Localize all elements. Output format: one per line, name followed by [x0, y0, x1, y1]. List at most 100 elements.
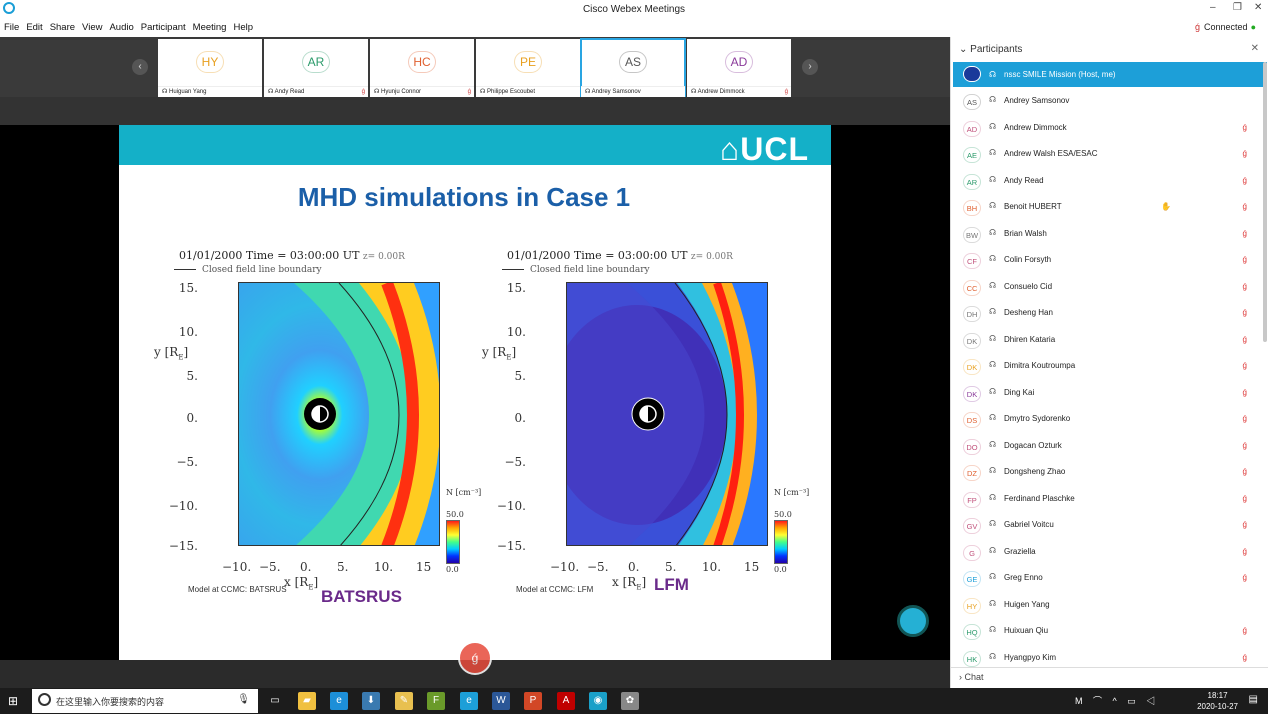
- video-tile[interactable]: AR ☊ Andy Read ǵ: [264, 39, 368, 97]
- participant-row[interactable]: HK ☊ Hyangpyo Kim ǵ: [951, 645, 1267, 671]
- video-tile[interactable]: AD ☊ Andrew Dimmock ǵ: [687, 39, 791, 97]
- video-tile[interactable]: PE ☊ Philippe Escoubet: [476, 39, 580, 97]
- strip-prev-button[interactable]: ‹: [132, 59, 148, 75]
- participant-row[interactable]: AD ☊ Andrew Dimmock ǵ: [951, 115, 1267, 141]
- participant-row[interactable]: HQ ☊ Huixuan Qiu ǵ: [951, 618, 1267, 644]
- menu-view[interactable]: View: [82, 22, 103, 33]
- menu-audio[interactable]: Audio: [109, 22, 134, 33]
- mic-muted-icon[interactable]: ǵ: [1242, 626, 1247, 635]
- audio-icon: ☊: [989, 70, 997, 79]
- host-row[interactable]: ☊ nssc SMILE Mission (Host, me): [953, 62, 1267, 87]
- video-tile[interactable]: AS ☊ Andrey Samsonov: [580, 38, 686, 98]
- microphone-icon[interactable]: 🎙: [237, 694, 250, 705]
- menu-file[interactable]: File: [4, 22, 20, 33]
- participant-row[interactable]: HY ☊ Huigen Yang: [951, 592, 1267, 618]
- mic-muted-icon[interactable]: ǵ: [1242, 202, 1247, 211]
- mic-muted-icon[interactable]: ǵ: [1242, 334, 1247, 344]
- menu-share[interactable]: Share: [49, 22, 76, 33]
- system-tray-icons[interactable]: M ⌒ ^ ▭ ◁: [1075, 696, 1160, 706]
- participant-row[interactable]: DH ☊ Desheng Han ǵ: [951, 300, 1267, 326]
- mic-muted-icon[interactable]: ǵ: [1242, 440, 1247, 450]
- audio-icon: ☊: [989, 148, 997, 157]
- menu-edit[interactable]: Edit: [26, 22, 43, 33]
- mic-muted-icon[interactable]: ǵ: [1242, 520, 1247, 529]
- panel-header[interactable]: ⌄ Participants ✕: [951, 37, 1268, 61]
- ie-icon[interactable]: e: [460, 692, 478, 710]
- participant-row[interactable]: G ☊ Graziella ǵ: [951, 539, 1267, 565]
- taskbar-search[interactable]: 在这里输入你要搜索的内容 🎙: [32, 689, 258, 713]
- unmute-floating-button[interactable]: ǵ: [458, 641, 492, 675]
- mic-muted-icon[interactable]: ǵ: [1242, 255, 1247, 264]
- participant-row[interactable]: DZ ☊ Dongsheng Zhao ǵ: [951, 459, 1267, 485]
- panel-close-icon[interactable]: ✕: [1250, 43, 1259, 54]
- edge-icon[interactable]: e: [330, 692, 348, 710]
- task-view-icon[interactable]: ▭: [266, 692, 284, 710]
- network-app-icon[interactable]: ✿: [621, 692, 639, 710]
- mic-muted-icon[interactable]: ǵ: [1242, 493, 1247, 503]
- webex-assistant-icon[interactable]: [897, 605, 929, 637]
- participant-row[interactable]: GV ☊ Gabriel Voitcu ǵ: [951, 512, 1267, 538]
- ftp-app-icon[interactable]: F: [427, 692, 445, 710]
- webex-icon[interactable]: ◉: [589, 692, 607, 710]
- mic-muted-icon[interactable]: ǵ: [1242, 387, 1247, 397]
- windows-start-icon[interactable]: ⊞: [8, 694, 19, 708]
- notification-icon[interactable]: ▤: [1248, 694, 1258, 705]
- xtick: 10.: [374, 560, 394, 574]
- mic-muted-icon[interactable]: ǵ: [1242, 175, 1247, 185]
- connection-status[interactable]: ǵ Connected ●: [1195, 22, 1256, 32]
- mic-muted-icon[interactable]: ǵ: [1242, 149, 1247, 158]
- participant-row[interactable]: BW ☊ Brian Walsh ǵ: [951, 221, 1267, 247]
- participant-name: Dongsheng Zhao: [1004, 467, 1066, 476]
- mic-muted-icon[interactable]: ǵ: [1242, 546, 1247, 556]
- participant-row[interactable]: FP ☊ Ferdinand Plaschke ǵ: [951, 486, 1267, 512]
- maximize-button[interactable]: ❐: [1233, 2, 1242, 13]
- minimize-button[interactable]: –: [1210, 2, 1216, 13]
- menu-participant[interactable]: Participant: [140, 22, 186, 33]
- notes-app-icon[interactable]: ✎: [395, 692, 413, 710]
- menu-help[interactable]: Help: [233, 22, 254, 33]
- mic-muted-icon[interactable]: ǵ: [1242, 281, 1247, 291]
- participant-scrollbar[interactable]: [1263, 62, 1267, 342]
- tile-name: Andy Read: [274, 89, 305, 95]
- participant-row[interactable]: BH ☊ Benoit HUBERT ✋ ǵ: [951, 194, 1267, 220]
- mic-muted-icon[interactable]: ǵ: [1242, 308, 1247, 317]
- avatar: FP: [963, 491, 981, 508]
- ytick: 15.: [506, 281, 526, 295]
- mic-muted-icon: ǵ: [1195, 22, 1201, 32]
- mic-muted-icon[interactable]: ǵ: [1242, 414, 1247, 423]
- xtick: −5.: [259, 560, 281, 574]
- participant-row[interactable]: AR ☊ Andy Read ǵ: [951, 168, 1267, 194]
- participant-row[interactable]: DK ☊ Ding Kai ǵ: [951, 380, 1267, 406]
- participant-row[interactable]: AS ☊ Andrey Samsonov: [951, 88, 1267, 114]
- video-tile[interactable]: HY ☊ Huiguan Yang: [158, 39, 262, 97]
- mic-muted-icon[interactable]: ǵ: [1242, 228, 1247, 238]
- mic-muted-icon[interactable]: ǵ: [1242, 122, 1247, 132]
- file-explorer-icon[interactable]: ▰: [298, 692, 316, 710]
- participant-row[interactable]: AE ☊ Andrew Walsh ESA/ESAC ǵ: [951, 141, 1267, 167]
- clock[interactable]: 18:17 2020-10-27: [1197, 690, 1238, 712]
- strip-next-button[interactable]: ›: [802, 59, 818, 75]
- participant-row[interactable]: DK ☊ Dimitra Koutroumpa ǵ: [951, 353, 1267, 379]
- participant-row[interactable]: DO ☊ Dogacan Ozturk ǵ: [951, 433, 1267, 459]
- colorbar-min: 0.0: [446, 565, 459, 574]
- close-button[interactable]: ✕: [1254, 2, 1263, 13]
- participant-row[interactable]: GE ☊ Greg Enno ǵ: [951, 565, 1267, 591]
- menu-meeting[interactable]: Meeting: [192, 22, 227, 33]
- participant-row[interactable]: CC ☊ Consuelo Cid ǵ: [951, 274, 1267, 300]
- video-tile[interactable]: HC ☊ Hyunju Connor ǵ: [370, 39, 474, 97]
- mic-muted-icon[interactable]: ǵ: [1242, 467, 1247, 476]
- download-app-icon[interactable]: ⬇: [362, 692, 380, 710]
- chat-section[interactable]: › Chat: [951, 667, 1268, 688]
- mic-muted-icon[interactable]: ǵ: [1242, 361, 1247, 370]
- participant-row[interactable]: DS ☊ Dmytro Sydorenko ǵ: [951, 406, 1267, 432]
- powerpoint-icon[interactable]: P: [524, 692, 542, 710]
- word-icon[interactable]: W: [492, 692, 510, 710]
- mic-muted-icon[interactable]: ǵ: [1242, 573, 1247, 582]
- mic-muted-icon[interactable]: ǵ: [1242, 652, 1247, 662]
- tile-name: Andrey Samsonov: [591, 89, 641, 95]
- plot-xlabel: x [RE]: [612, 575, 647, 592]
- participant-row[interactable]: CF ☊ Colin Forsyth ǵ: [951, 247, 1267, 273]
- participant-row[interactable]: DK ☊ Dhiren Kataria ǵ: [951, 327, 1267, 353]
- acrobat-icon[interactable]: A: [557, 692, 575, 710]
- avatar: BH: [963, 200, 981, 216]
